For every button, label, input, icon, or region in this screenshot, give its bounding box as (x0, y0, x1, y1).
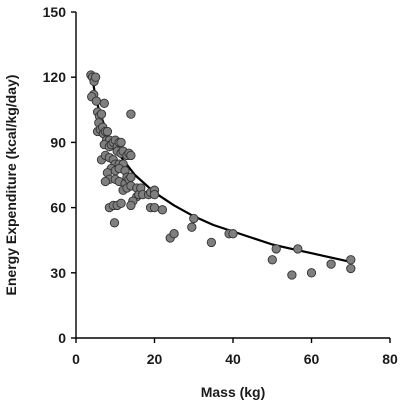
data-point (293, 244, 303, 254)
data-point (126, 172, 136, 182)
x-tick-label: 80 (382, 351, 398, 367)
data-point (99, 98, 109, 108)
data-point (91, 96, 102, 106)
x-tick-label: 40 (225, 351, 241, 367)
data-point (189, 213, 199, 224)
y-tick-label: 60 (50, 200, 66, 216)
data-point (96, 109, 107, 119)
y-tick-label: 0 (58, 330, 66, 346)
data-point (287, 270, 297, 280)
x-tick-label: 0 (72, 351, 80, 367)
data-point (149, 202, 160, 213)
data-point (306, 268, 317, 278)
data-point (126, 150, 136, 161)
data-point (169, 229, 179, 239)
y-tick-label: 150 (43, 4, 67, 20)
data-point (228, 229, 238, 239)
x-axis-title: Mass (kg) (201, 384, 266, 400)
data-point (206, 237, 217, 248)
x-tick-label: 20 (147, 351, 163, 367)
data-points (86, 70, 356, 280)
y-tick-label: 30 (50, 265, 66, 281)
ticks: 0 20 40 60 80 0 30 60 90 120 150 (43, 4, 398, 367)
y-tick-label: 120 (43, 69, 67, 85)
data-point (326, 259, 336, 269)
data-point (346, 255, 356, 265)
data-point (267, 255, 277, 265)
y-tick-label: 90 (50, 134, 66, 150)
data-point (116, 198, 126, 208)
data-point (149, 189, 160, 200)
data-point (102, 126, 113, 137)
data-point (116, 137, 126, 148)
data-point (157, 205, 168, 215)
data-point (271, 244, 281, 254)
data-point (100, 176, 111, 187)
trend-line (89, 70, 352, 263)
data-point (126, 109, 136, 119)
data-point (109, 218, 120, 228)
trend-line-group (89, 70, 352, 263)
data-point (187, 222, 197, 232)
data-point (346, 263, 356, 274)
x-tick-label: 60 (304, 351, 320, 367)
data-point (90, 72, 101, 82)
data-point (126, 200, 136, 211)
y-axis-title: Energy Expenditure (kcal/kg/day) (3, 75, 19, 296)
